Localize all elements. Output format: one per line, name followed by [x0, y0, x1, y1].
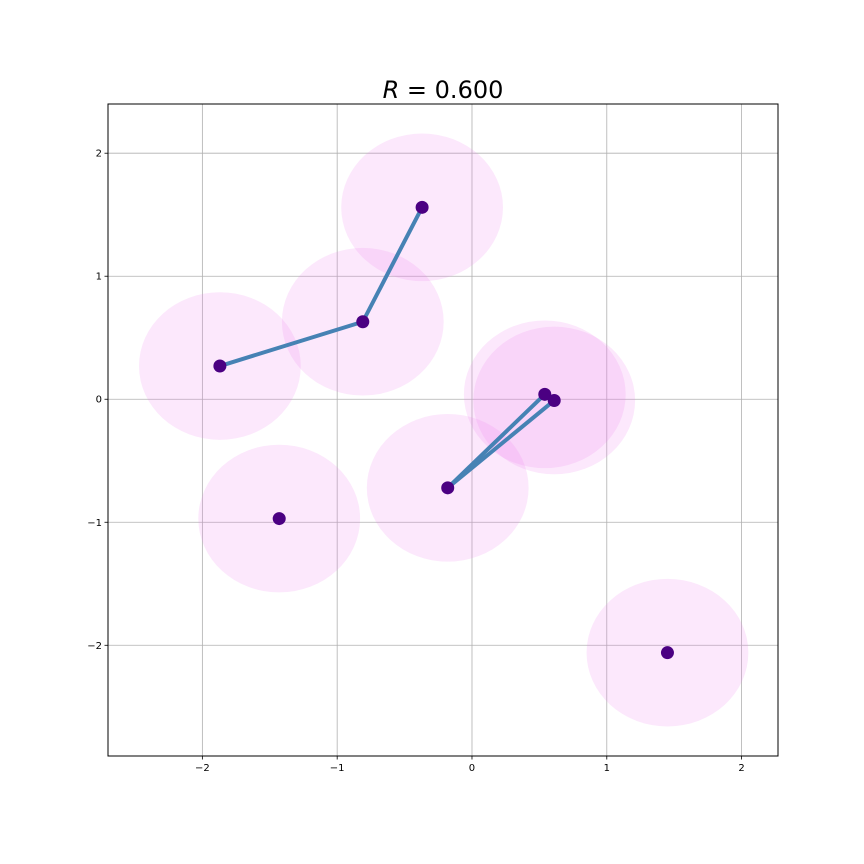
data-point	[538, 387, 552, 401]
y-tick-label: 2	[96, 149, 102, 160]
axes-frame	[107, 103, 779, 757]
x-tick-label: 0	[469, 763, 475, 774]
chart-title-value: = 0.600	[399, 76, 503, 104]
edge-line	[360, 205, 425, 324]
data-point	[441, 481, 455, 495]
y-tick-label: 1	[96, 272, 102, 283]
x-tick-label: −2	[195, 763, 210, 774]
x-tick-label: 2	[738, 763, 744, 774]
data-point	[356, 315, 370, 329]
grid-lines	[108, 104, 778, 756]
data-point	[660, 646, 674, 660]
y-tick-label: 0	[96, 395, 102, 406]
y-tick-label: −1	[87, 518, 102, 529]
chart-title: R = 0.600	[383, 76, 504, 104]
x-tick-label: 1	[604, 763, 610, 774]
data-point	[547, 393, 561, 407]
chart-title-variable: R	[383, 76, 400, 104]
points	[213, 200, 674, 660]
data-point	[213, 359, 227, 373]
ticks: −2 −1 0 1 2 −2 −1 0 1 2	[87, 149, 745, 774]
y-tick-label: −2	[87, 641, 102, 652]
edge-line	[217, 319, 365, 369]
data-point	[272, 512, 286, 526]
edge-line	[445, 398, 557, 490]
x-tick-label: −1	[330, 763, 345, 774]
data-point	[415, 200, 429, 214]
